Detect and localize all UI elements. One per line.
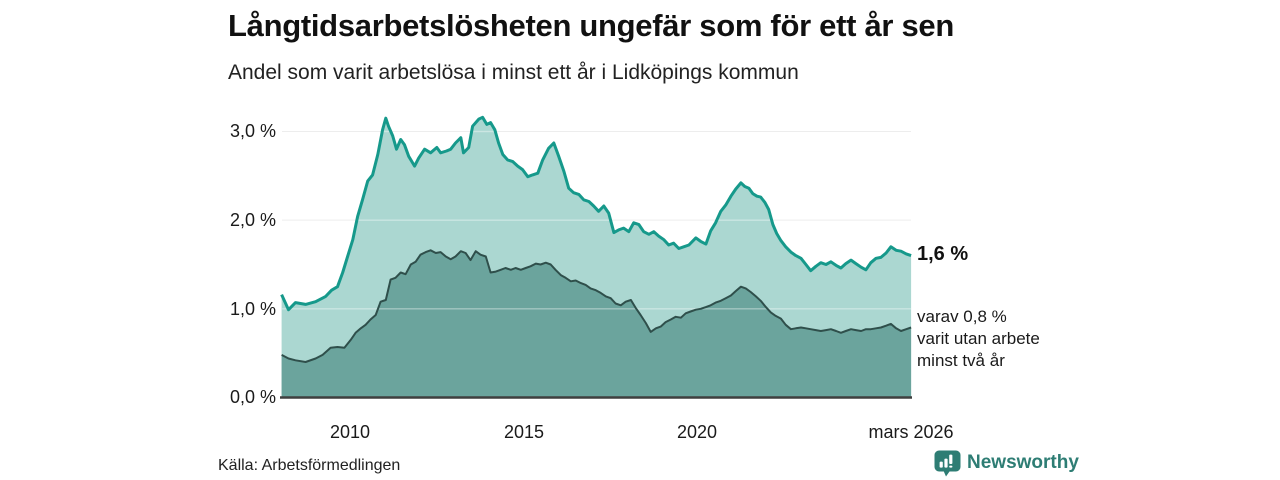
chart-subtitle: Andel som varit arbetslösa i minst ett å… bbox=[228, 61, 799, 84]
series2-end-label: varav 0,8 % varit utan arbete minst två … bbox=[917, 306, 1040, 372]
y-axis-tick-3: 3,0 % bbox=[229, 121, 276, 141]
page-title: Långtidsarbetslösheten ungefär som för e… bbox=[228, 8, 955, 43]
area-chart bbox=[280, 115, 912, 399]
x-axis-tick-2020: 2020 bbox=[676, 422, 718, 442]
y-axis-tick-1: 1,0 % bbox=[229, 299, 276, 319]
bar-chart-bubble-icon bbox=[934, 450, 961, 477]
series2-end-label-line1: varav 0,8 % bbox=[917, 307, 1007, 326]
x-axis-tick-mars-2026: mars 2026 bbox=[868, 422, 954, 442]
series-area-2 bbox=[281, 250, 912, 398]
series-line-1 bbox=[280, 115, 912, 312]
series1-end-value-label: 1,6 % bbox=[917, 243, 969, 265]
series2-end-label-line3: minst två år bbox=[917, 351, 1005, 370]
source-attribution: Källa: Arbetsförmedlingen bbox=[218, 457, 401, 474]
x-axis-tick-2015: 2015 bbox=[503, 422, 545, 442]
series-line-2 bbox=[281, 249, 912, 363]
brand-wordmark: Newsworthy bbox=[967, 452, 1079, 473]
x-axis-tick-2010: 2010 bbox=[329, 422, 371, 442]
series2-end-label-line2: varit utan arbete bbox=[917, 329, 1040, 348]
y-axis-tick-0: 0,0 % bbox=[229, 387, 276, 407]
y-axis-tick-2: 2,0 % bbox=[229, 210, 276, 230]
